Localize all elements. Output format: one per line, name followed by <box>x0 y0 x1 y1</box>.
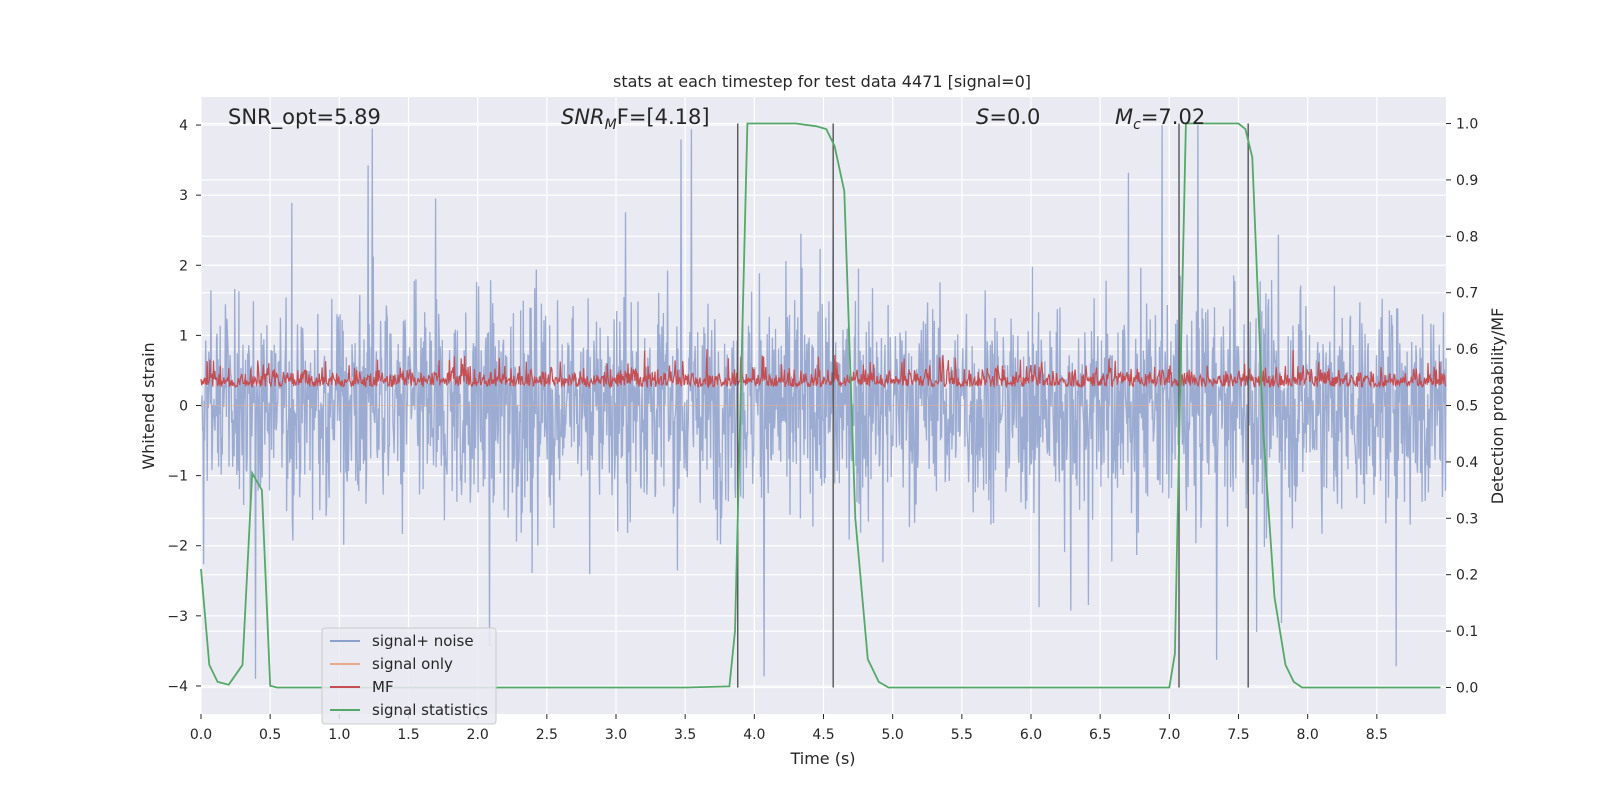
chart-title: stats at each timestep for test data 447… <box>613 72 1031 91</box>
legend-box <box>321 627 497 725</box>
legend-label-3: signal statistics <box>372 701 488 719</box>
x-tick-label-16: 8.0 <box>1297 727 1319 743</box>
annotation-snr-opt: SNR_opt=5.89 <box>228 105 381 130</box>
signal-statistics-line <box>200 122 1441 689</box>
annotation-mc: Mc=7.02 <box>1115 105 1205 133</box>
y-right-tick-label-0: 1.0 <box>1456 117 1478 133</box>
y-left-tick-label-1: 3 <box>179 188 188 204</box>
mf-series <box>200 349 1447 390</box>
x-tick-label-13: 6.5 <box>1089 727 1111 743</box>
x-tick-label-3: 1.5 <box>397 727 419 743</box>
x-tick-label-4: 2.0 <box>467 727 489 743</box>
y-right-tick-label-4: 0.6 <box>1456 342 1478 358</box>
y-right-tick-label-1: 0.9 <box>1456 173 1478 189</box>
y-ticks-right: 1.0 0.9 0.8 0.7 0.6 0.5 0.4 0.3 0.2 0.1 0.0 <box>1446 117 1478 696</box>
y-ticks-left: 4 3 2 1 0 −1 −2 −3 −4 <box>167 118 201 695</box>
legend-label-1: signal only <box>372 655 453 673</box>
y-axis-label-left: Whitened strain <box>139 342 158 469</box>
signal-statistics-series <box>200 122 1441 689</box>
x-tick-label-10: 5.0 <box>882 727 904 743</box>
y-left-tick-label-0: 4 <box>179 118 188 134</box>
y-right-tick-label-6: 0.4 <box>1456 455 1478 471</box>
legend-label-0: signal+ noise <box>372 632 474 650</box>
x-tick-label-8: 4.0 <box>743 727 765 743</box>
y-left-tick-label-2: 2 <box>179 258 188 274</box>
x-tick-label-6: 3.0 <box>605 727 627 743</box>
y-right-tick-label-7: 0.3 <box>1456 511 1478 527</box>
y-right-tick-label-8: 0.2 <box>1456 568 1478 584</box>
x-axis-label: Time (s) <box>789 749 855 768</box>
x-tick-label-15: 7.5 <box>1227 727 1249 743</box>
x-ticks: 0.0 0.5 1.0 1.5 2.0 2.5 3.0 3.5 4.0 4.5 5.0 5.5 6.0 6… <box>190 714 1388 743</box>
x-tick-label-9: 4.5 <box>812 727 834 743</box>
legend: signal+ noise signal only MF signal statist… <box>321 627 497 725</box>
x-tick-label-5: 2.5 <box>536 727 558 743</box>
legend-label-2: MF <box>372 678 394 696</box>
x-tick-label-17: 8.5 <box>1366 727 1388 743</box>
annotation-s: S=0.0 <box>976 105 1040 129</box>
y-left-tick-label-6: −2 <box>167 539 188 555</box>
x-tick-label-14: 7.0 <box>1158 727 1180 743</box>
y-left-tick-label-5: −1 <box>167 469 188 485</box>
mf-line <box>200 349 1447 390</box>
x-tick-label-0: 0.0 <box>190 727 212 743</box>
y-right-tick-label-5: 0.5 <box>1456 399 1478 415</box>
y-right-tick-label-10: 0.0 <box>1456 680 1478 696</box>
y-right-tick-label-3: 0.7 <box>1456 286 1478 302</box>
x-tick-label-12: 6.0 <box>1020 727 1042 743</box>
y-left-tick-label-8: −4 <box>167 679 188 695</box>
y-left-tick-label-7: −3 <box>167 609 188 625</box>
annotation-snr-mf: SNRMF=[4.18] <box>561 105 710 133</box>
y-right-tick-label-9: 0.1 <box>1456 624 1478 640</box>
y-right-tick-label-2: 0.8 <box>1456 229 1478 245</box>
x-tick-label-2: 1.0 <box>328 727 350 743</box>
x-tick-label-7: 3.5 <box>674 727 696 743</box>
y-left-tick-label-4: 0 <box>179 399 188 415</box>
x-tick-label-1: 0.5 <box>259 727 281 743</box>
y-axis-label-right: Detection probability/MF <box>1488 308 1507 505</box>
y-left-tick-label-3: 1 <box>179 328 188 344</box>
x-tick-label-11: 5.5 <box>951 727 973 743</box>
